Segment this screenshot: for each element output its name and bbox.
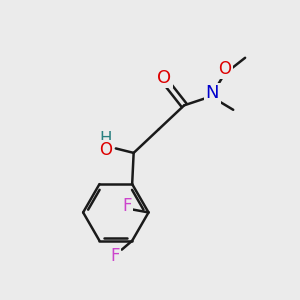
Text: F: F [122, 197, 132, 215]
Text: O: O [157, 69, 171, 87]
Text: O: O [218, 60, 231, 78]
Text: O: O [100, 141, 112, 159]
Text: N: N [206, 84, 219, 102]
Text: H: H [100, 130, 112, 148]
Text: F: F [110, 247, 120, 265]
